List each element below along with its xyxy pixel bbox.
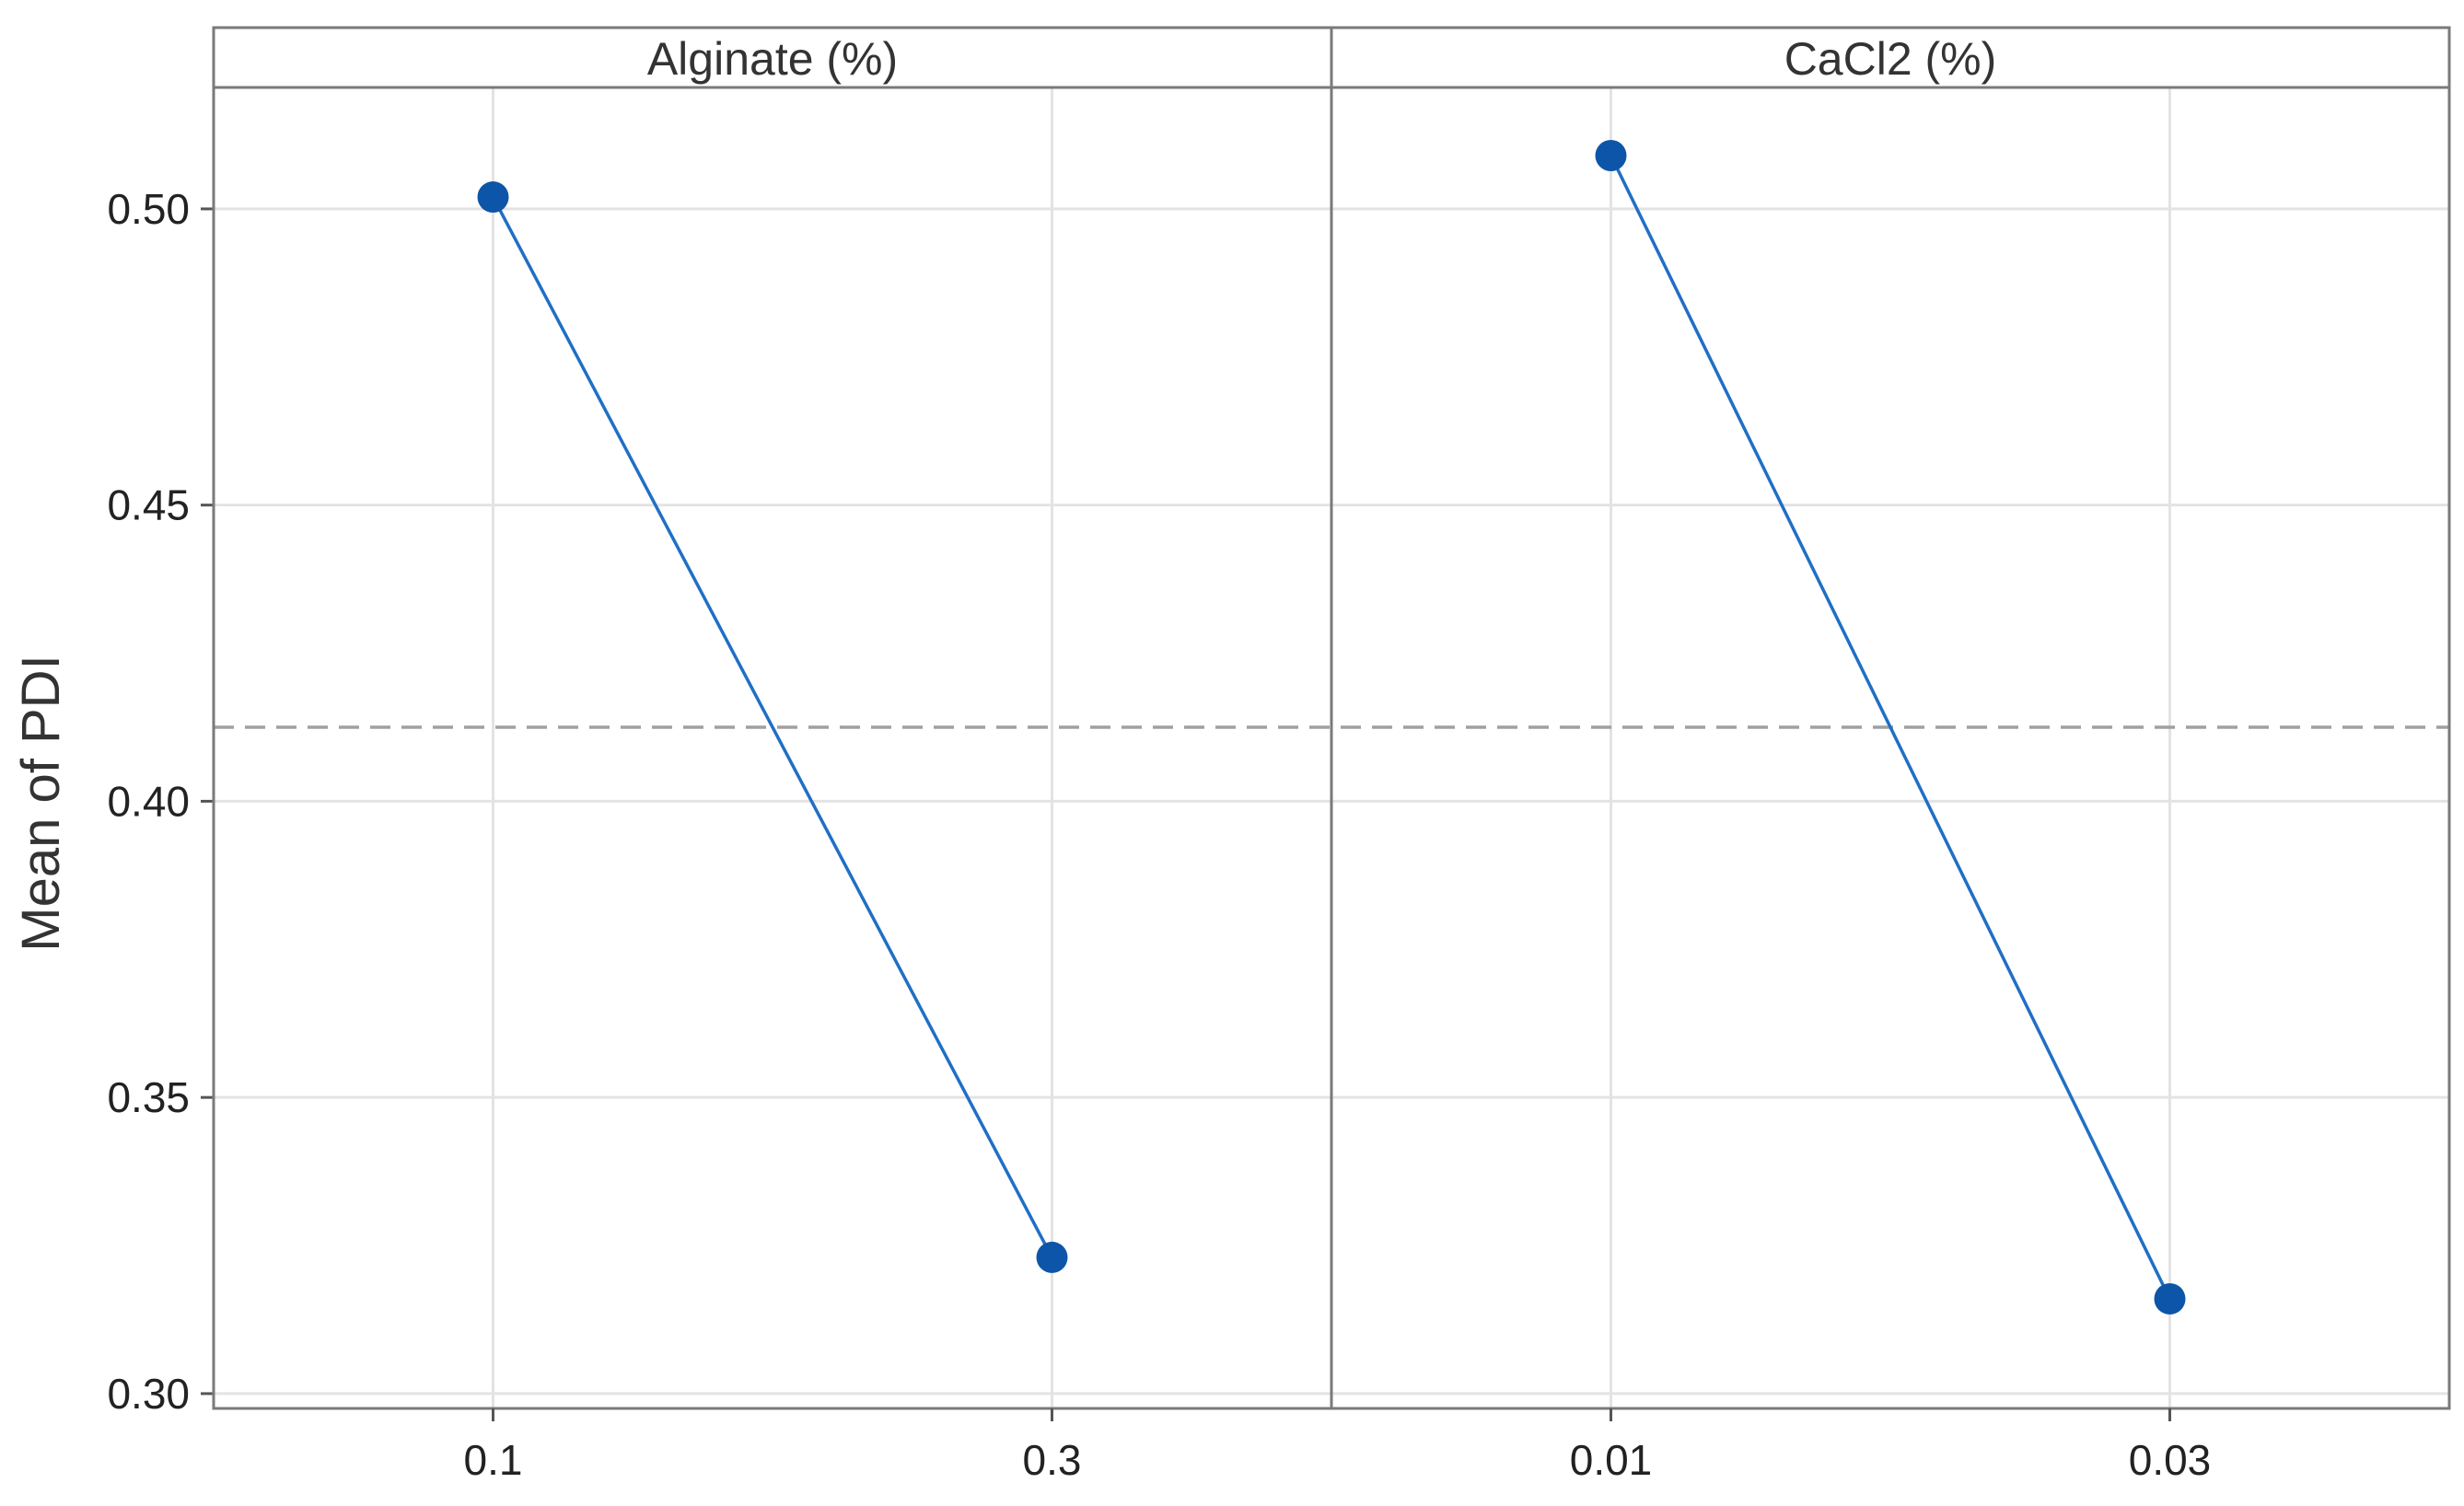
x-tick-label: 0.03 [2129,1436,2212,1484]
y-tick-label: 0.50 [107,185,190,233]
panel-title: CaCl2 (%) [1784,33,1997,85]
y-tick-label: 0.30 [107,1370,190,1418]
data-point [477,181,509,214]
panel-title: Alginate (%) [647,33,898,85]
label-layer: 0.30 0.35 0.40 0.45 0.50 Alginate (%) 0.1 0.3 Ca… [11,33,2211,1484]
y-tick-label: 0.45 [107,481,190,529]
data-point [2154,1282,2186,1315]
x-tick-label: 0.01 [1570,1436,1653,1484]
series-line [1609,155,2172,1300]
series-layer [477,140,2186,1315]
data-point [1036,1241,1068,1273]
frame-layer [201,26,2451,1421]
y-axis-title: Mean of PDI [11,655,71,951]
x-tick-label: 0.1 [464,1436,523,1484]
series-line [491,196,1054,1258]
panel-header [212,26,1333,89]
y-tick-label: 0.40 [107,777,190,825]
data-point [1595,140,1627,172]
x-tick-label: 0.3 [1023,1436,1082,1484]
panel-header [1330,26,2451,89]
y-tick-label: 0.35 [107,1073,190,1121]
